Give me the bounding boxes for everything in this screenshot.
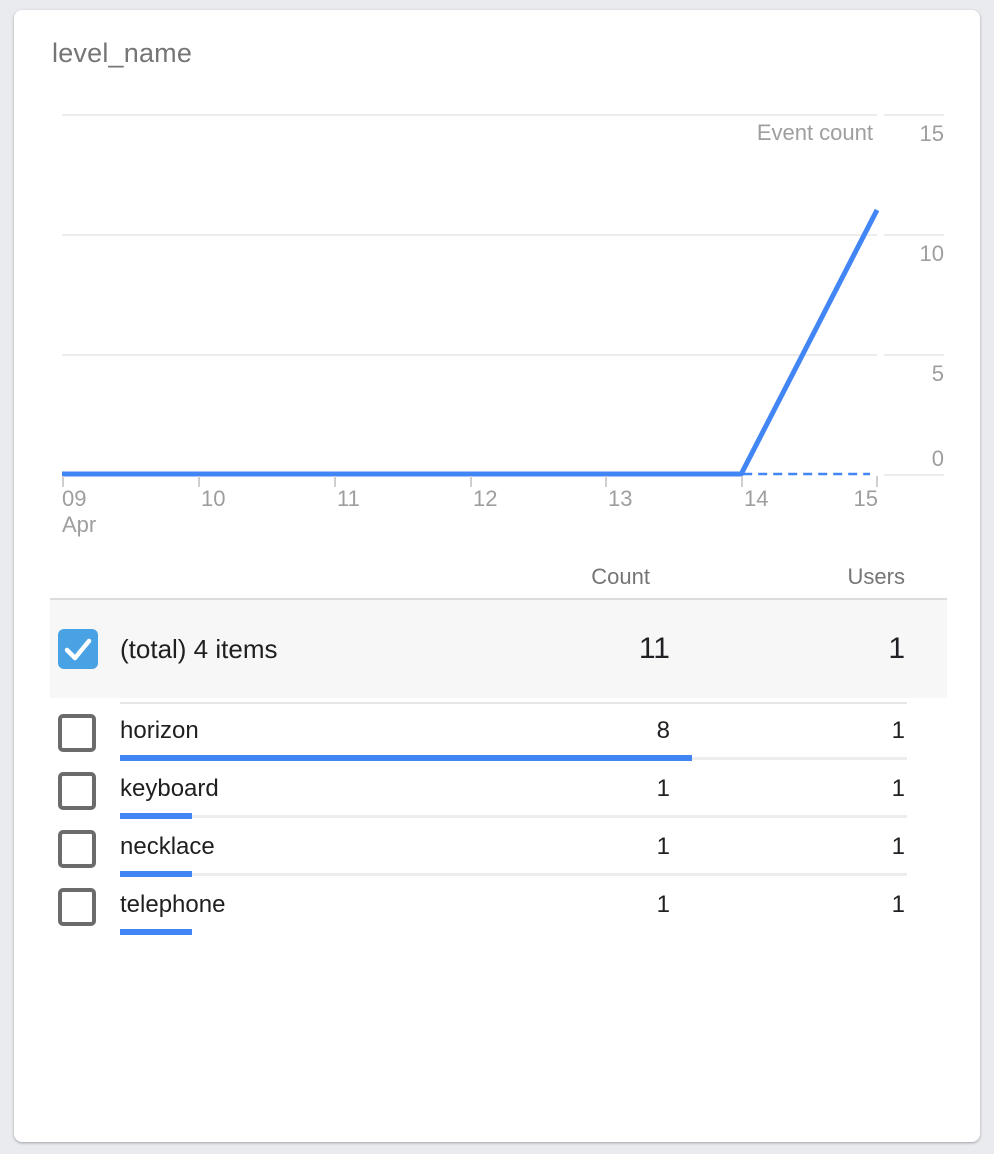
- axis-segment-5: [884, 354, 944, 356]
- gridline-10: [62, 234, 877, 236]
- row-checkbox-unchecked[interactable]: [58, 830, 96, 868]
- row-label: necklace: [120, 833, 215, 860]
- x-tick: [334, 476, 336, 487]
- y-tick-label: 0: [931, 446, 944, 471]
- row-count-value: 8: [656, 717, 670, 744]
- total-users-value: 1: [888, 632, 905, 665]
- x-tick: [876, 476, 878, 487]
- total-count-value: 11: [638, 632, 670, 665]
- checkmark-icon: [64, 638, 92, 661]
- row-bar: [120, 929, 907, 935]
- gridline-5: [62, 354, 877, 356]
- row-bar-fill: [120, 871, 192, 877]
- x-tick-label: 11: [337, 486, 360, 511]
- axis-segment-0: [884, 474, 944, 476]
- event-detail-card: level_name Event count 15 10 5 0 09 Apr …: [14, 10, 980, 1142]
- table-row: horizon 8 1: [50, 704, 947, 762]
- row-bar: [120, 755, 907, 761]
- items-separator: [120, 702, 907, 704]
- total-checkbox-checked[interactable]: [58, 629, 98, 669]
- x-tick: [198, 476, 200, 487]
- header-separator: [50, 598, 947, 600]
- chart-line: [62, 208, 880, 477]
- row-users-value: 1: [891, 775, 905, 802]
- row-bar: [120, 813, 907, 819]
- table-row: necklace 1 1: [50, 820, 947, 878]
- axis-segment-15: [884, 114, 944, 116]
- row-bar-fill: [120, 755, 693, 761]
- page-title: level_name: [52, 38, 193, 68]
- x-tick: [470, 476, 472, 487]
- table-row: keyboard 1 1: [50, 762, 947, 820]
- x-tick-label: 10: [201, 486, 226, 511]
- table-row-total: (total) 4 items 11 1: [50, 600, 947, 698]
- gridline-15: [62, 114, 877, 116]
- row-label: horizon: [120, 717, 199, 744]
- row-label: keyboard: [120, 775, 219, 802]
- column-header-count: Count: [591, 564, 650, 589]
- row-bar: [120, 871, 907, 877]
- row-bar-track: [120, 815, 907, 818]
- row-bar-fill: [120, 929, 192, 935]
- y-tick-label: 10: [919, 241, 944, 266]
- row-label: telephone: [120, 891, 226, 918]
- x-month-label: Apr: [62, 512, 97, 537]
- row-users-value: 1: [891, 717, 905, 744]
- line-chart-plot-area[interactable]: [14, 10, 980, 530]
- total-row-label: (total) 4 items: [120, 634, 278, 664]
- legend-event-count: Event count: [756, 120, 873, 145]
- row-count-value: 1: [656, 775, 670, 802]
- row-count-value: 1: [656, 891, 670, 918]
- row-bar-fill: [120, 813, 192, 819]
- row-count-value: 1: [656, 833, 670, 860]
- table-header-row: Count Users: [50, 562, 947, 600]
- x-tick-label-last: 15: [853, 486, 878, 511]
- x-tick-label: 12: [473, 486, 498, 511]
- row-bar-track: [120, 873, 907, 876]
- row-users-value: 1: [891, 891, 905, 918]
- y-tick-label: 5: [931, 361, 944, 386]
- column-header-users: Users: [847, 564, 905, 589]
- row-checkbox-unchecked[interactable]: [58, 888, 96, 926]
- axis-segment-10: [884, 234, 944, 236]
- x-tick-label: 14: [744, 486, 769, 511]
- x-tick-label-first: 09 Apr: [62, 486, 97, 537]
- table-row: telephone 1 1: [50, 878, 947, 936]
- y-tick-label: 15: [919, 121, 944, 146]
- row-users-value: 1: [891, 833, 905, 860]
- row-checkbox-unchecked[interactable]: [58, 714, 96, 752]
- row-checkbox-unchecked[interactable]: [58, 772, 96, 810]
- x-tick: [605, 476, 607, 487]
- x-tick: [62, 476, 64, 487]
- x-tick-label: 13: [608, 486, 633, 511]
- x-tick: [741, 476, 743, 487]
- breakdown-table: Count Users (total) 4 items 11 1 horizon…: [50, 562, 947, 936]
